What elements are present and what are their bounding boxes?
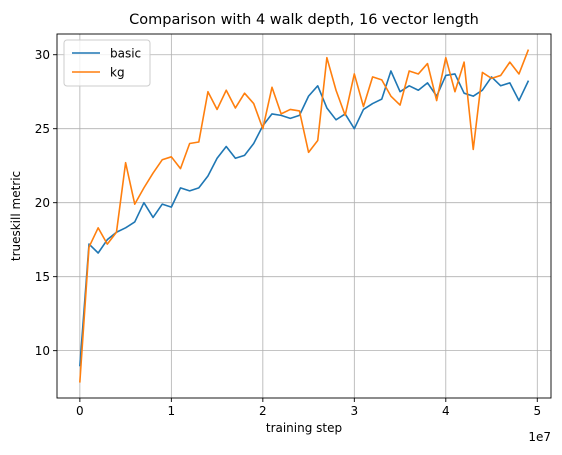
y-axis-label: trueskill metric <box>9 171 23 261</box>
x-axis-ticks: 0 1 2 3 4 5 <box>76 398 541 418</box>
y-tick-label: 10 <box>35 344 50 358</box>
legend-label-basic: basic <box>110 46 141 60</box>
series-layer <box>79 49 530 383</box>
chart-title: Comparison with 4 walk depth, 16 vector … <box>129 12 479 28</box>
axes-border <box>56 33 552 399</box>
x-axis-offset-label: 1e7 <box>528 430 551 444</box>
y-tick-label: 25 <box>35 122 50 136</box>
x-tick-label: 4 <box>442 404 450 418</box>
axes-frame <box>56 33 552 399</box>
y-axis-ticks: 10 15 20 25 30 <box>35 48 57 358</box>
x-axis-label: training step <box>266 421 342 435</box>
y-tick-label: 30 <box>35 48 50 62</box>
legend-label-kg: kg <box>110 65 125 79</box>
legend-box <box>63 39 151 87</box>
x-tick-label: 3 <box>350 404 358 418</box>
y-tick-label: 15 <box>35 270 50 284</box>
x-tick-label: 1 <box>168 404 176 418</box>
y-tick-label: 20 <box>35 196 50 210</box>
legend: basic kg <box>63 39 151 87</box>
series-line-basic <box>79 70 530 367</box>
x-tick-label: 5 <box>533 404 541 418</box>
x-tick-label: 2 <box>259 404 267 418</box>
series-line-kg <box>79 49 530 383</box>
x-tick-label: 0 <box>76 404 84 418</box>
